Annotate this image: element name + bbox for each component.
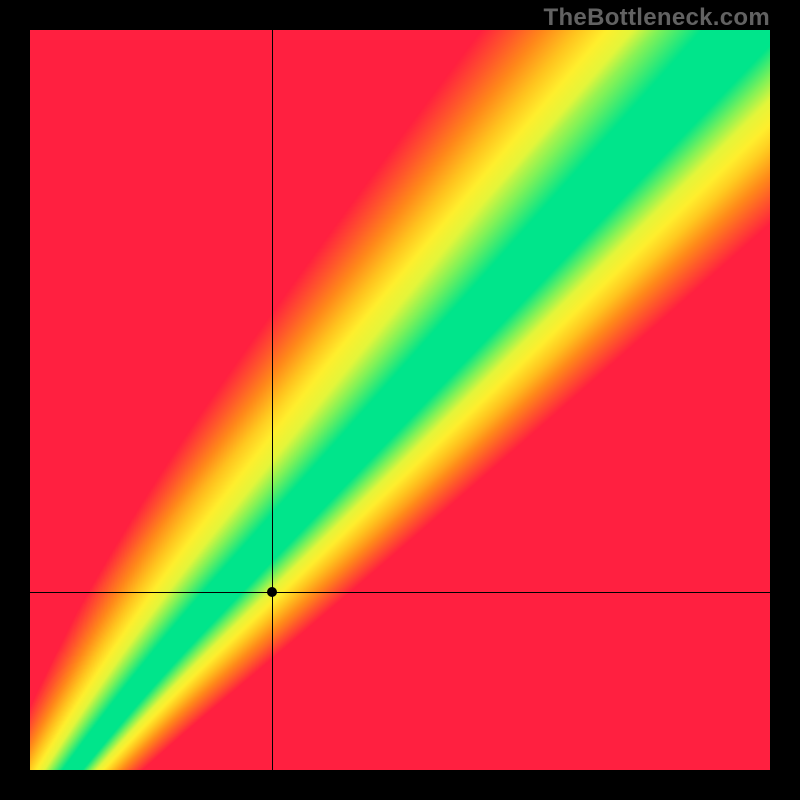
crosshair-marker: [267, 587, 277, 597]
heatmap-canvas: [30, 30, 770, 770]
crosshair-horizontal: [30, 592, 770, 593]
watermark-text: TheBottleneck.com: [544, 4, 770, 32]
plot-area: [30, 30, 770, 770]
chart-root: TheBottleneck.com: [0, 0, 800, 800]
crosshair-vertical: [272, 30, 273, 770]
